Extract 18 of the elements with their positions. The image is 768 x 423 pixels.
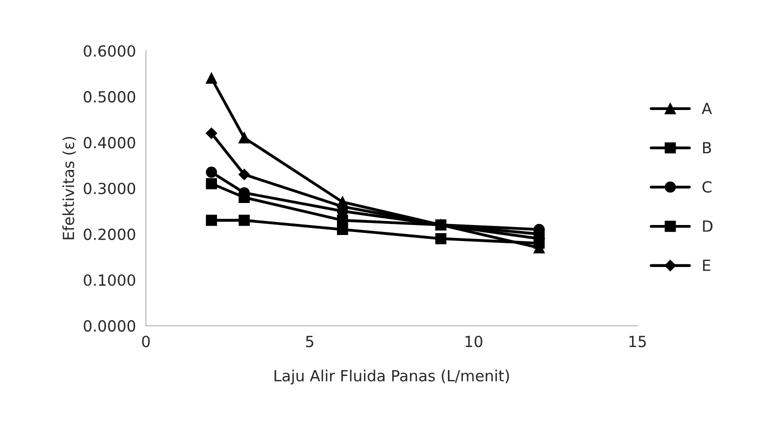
y-tick-label: 0.5000 — [84, 91, 136, 103]
y-tick-label: 0.1000 — [84, 274, 136, 286]
x-tick-label: 10 — [466, 336, 482, 348]
y-axis-title: Efektivitas (ε) — [62, 136, 76, 240]
legend-label: D — [703, 220, 712, 232]
y-tick-label: 0.6000 — [84, 45, 136, 57]
x-tick-label: 0 — [142, 336, 150, 348]
legend-label: C — [702, 181, 712, 193]
y-tick-label: 0.0000 — [84, 320, 136, 332]
x-axis-title: Laju Alir Fluida Panas (L/menit) — [274, 370, 509, 384]
x-tick-label: 15 — [629, 336, 646, 348]
legend-label: E — [703, 260, 710, 271]
y-tick-label: 0.3000 — [84, 182, 136, 194]
legend-label: A — [702, 102, 712, 114]
x-tick-label: 5 — [306, 336, 314, 348]
y-tick-label: 0.4000 — [84, 136, 136, 148]
y-tick-label: 0.2000 — [84, 228, 136, 240]
legend-label: B — [703, 142, 712, 154]
